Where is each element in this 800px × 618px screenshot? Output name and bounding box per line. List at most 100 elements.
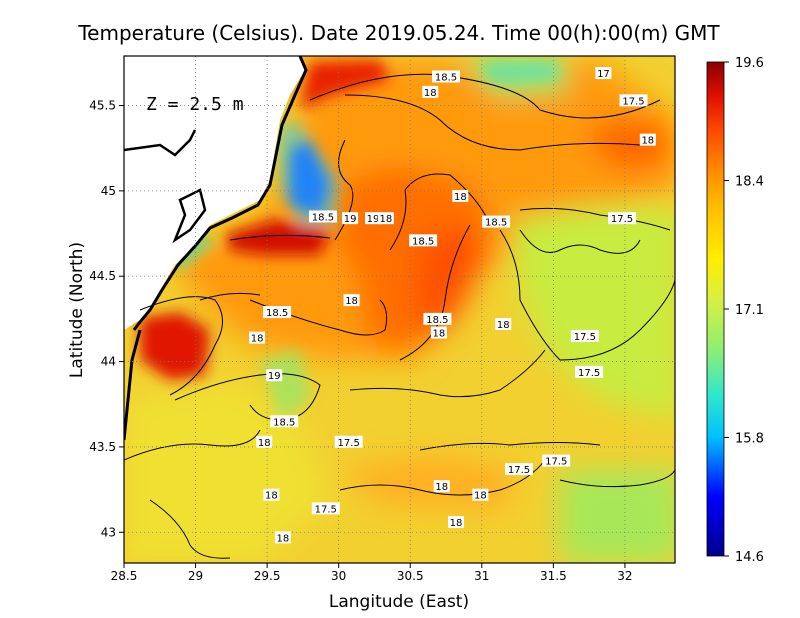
contour-label-text: 18	[474, 491, 487, 502]
x-tick-label: 30.5	[397, 569, 424, 583]
contour-label: 18.5	[482, 215, 511, 229]
contour-label: 18	[343, 294, 360, 307]
grid	[124, 56, 675, 563]
contour-label-bg	[432, 70, 461, 83]
contour-label-text: 18.5	[435, 72, 457, 83]
x-tick-label: 29.5	[254, 569, 281, 583]
contour-line	[199, 292, 261, 301]
contour-label-bg	[639, 133, 656, 146]
contour-label: 18	[274, 531, 291, 544]
contour-label: 17.5	[619, 94, 648, 107]
contour-label: 17.5	[542, 454, 571, 468]
contour-line	[399, 224, 471, 361]
y-tick-label: 44.5	[89, 269, 116, 283]
contour-line	[344, 94, 641, 151]
contour-line	[519, 207, 671, 231]
cool-region-east	[510, 205, 675, 419]
contour-line	[499, 229, 675, 361]
cool-patch-mid	[260, 350, 310, 420]
y-axis: 43 43.5 44 44.5 45 45.5	[89, 99, 124, 539]
contour-label: 18	[430, 326, 447, 340]
contour-label-bg	[433, 480, 450, 493]
contour-label-bg	[409, 234, 438, 247]
contour-label-text: 17.5	[338, 438, 360, 449]
y-tick-label: 45.5	[89, 99, 116, 113]
coastline	[132, 56, 308, 331]
cool-region-south-east	[560, 470, 675, 563]
contour-label-text: 18	[345, 296, 358, 307]
contour-label-text: 18.5	[412, 236, 434, 247]
contour-label-text: 19	[344, 214, 357, 225]
contour-line	[124, 429, 261, 461]
contour-label-text: 18	[276, 533, 289, 544]
contour-line	[419, 442, 601, 451]
colorbar	[706, 61, 725, 557]
contour-line	[339, 459, 546, 496]
contour-label-bg	[249, 331, 266, 344]
contour-label: 19	[342, 212, 359, 225]
contour-label-bg	[270, 415, 299, 428]
contour-label-bg	[274, 531, 291, 544]
cool-patch-ne2	[480, 62, 560, 82]
contour-label: 17.5	[505, 463, 534, 476]
colorbar-tick-label: 19.6	[735, 56, 764, 71]
contour-label: 17	[595, 67, 612, 80]
contour-label: 18	[422, 85, 439, 99]
contour-label: 18	[639, 133, 656, 147]
contour-label-text: 18.5	[273, 417, 295, 428]
contour-label: 18.5	[263, 306, 292, 319]
contour-label-text: 18	[424, 88, 437, 99]
contour-label-text: 17.5	[315, 504, 337, 515]
contour-label: 17.5	[608, 212, 637, 225]
contour-label-text: 18	[380, 214, 393, 225]
contour-label-text: 18.5	[312, 212, 334, 223]
colorbar-tick-label: 17.1	[735, 303, 764, 318]
y-tick-label: 44	[101, 355, 116, 369]
contour-label: 17.5	[575, 365, 604, 379]
contour-label-text: 18	[435, 482, 448, 493]
contour-label-bg	[256, 435, 273, 448]
contour-label-bg	[430, 326, 447, 339]
colorbar-tick-label: 18.4	[735, 175, 764, 190]
contour-label-text: 17.5	[611, 214, 633, 225]
contour-label-bg	[472, 488, 489, 501]
contour-label-bg	[570, 329, 599, 342]
y-tick-label: 45	[101, 184, 116, 198]
contour-label: 17.5	[334, 435, 363, 449]
contour-label: 18	[377, 212, 394, 225]
contour-label-text: 17.5	[622, 96, 644, 107]
contour-label-text: 18	[258, 438, 271, 449]
contour-label: 18.5	[409, 234, 438, 247]
contour-label-bg	[263, 306, 292, 319]
contour-label-text: 19	[367, 214, 380, 225]
cold-plume-edge	[278, 120, 340, 225]
contour-line	[309, 73, 661, 119]
contour-label-bg	[266, 369, 283, 382]
contour-label-bg	[311, 502, 340, 515]
contour-label-bg	[595, 67, 612, 80]
contour-label-bg	[343, 294, 360, 307]
contour-label-bg	[423, 312, 452, 325]
x-tick-label: 31.5	[540, 569, 567, 583]
contour-label-bg	[619, 94, 648, 107]
colorbar-ticks: 19.6 18.4 17.1 15.8 14.6	[724, 56, 764, 565]
hot-core-west	[140, 312, 210, 380]
contour-label-bg	[505, 463, 534, 476]
coastline-inlet	[124, 129, 197, 157]
contour-label-text: 19	[268, 371, 281, 382]
contour-label: 18	[433, 480, 450, 493]
contour-label: 19	[266, 369, 283, 382]
contour-label: 17.5	[570, 329, 599, 343]
chart-title: Temperature (Celsius). Date 2019.05.24. …	[77, 21, 720, 45]
contour-label: 18	[448, 516, 465, 529]
contour-line	[149, 499, 231, 559]
contour-label: 17.5	[311, 502, 340, 515]
x-tick-label: 29	[188, 569, 203, 583]
contour-label: 18	[472, 488, 489, 502]
x-axis: 28.5 29 29.5 30 30.5 31 31.5 32	[111, 563, 633, 583]
contour-label-text: 17.5	[578, 368, 600, 379]
hot-core-shelf	[300, 60, 390, 110]
contour-line	[349, 349, 546, 398]
